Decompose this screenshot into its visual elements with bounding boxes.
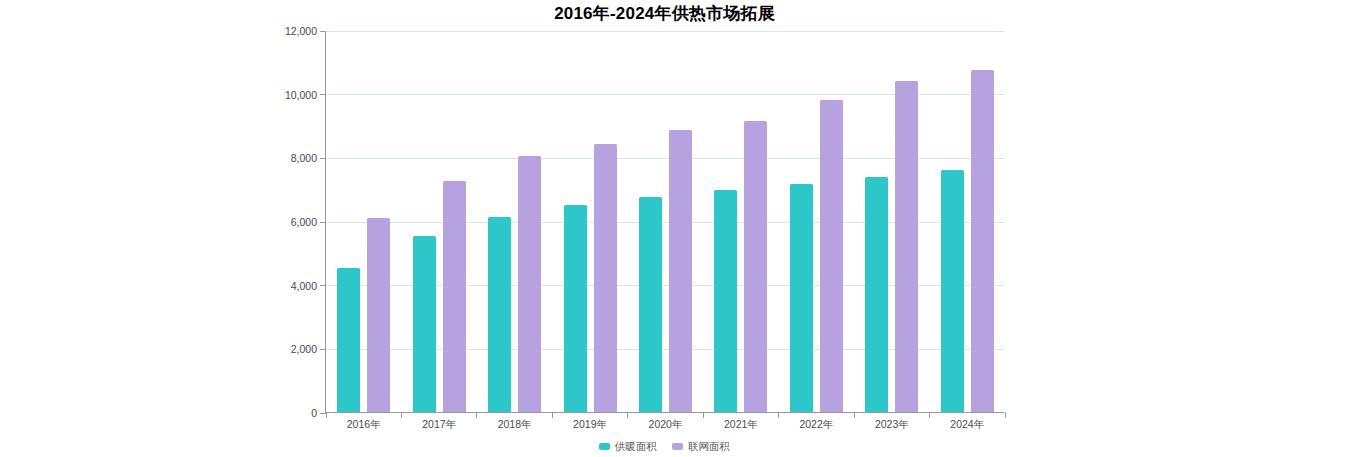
gridline (326, 31, 1004, 32)
bar-s0-2019年[interactable] (564, 205, 587, 412)
bar-s0-2021年[interactable] (714, 190, 737, 412)
y-axis-tick (320, 158, 326, 159)
x-axis-label: 2023年 (855, 418, 929, 430)
bar-s0-2024年[interactable] (941, 170, 964, 412)
y-axis-tick (320, 31, 326, 32)
y-axis-label: 6,000 (255, 216, 317, 228)
bar-s1-2023年[interactable] (895, 81, 918, 412)
y-axis-label: 2,000 (255, 343, 317, 355)
x-axis-label: 2019年 (553, 418, 627, 430)
bar-s1-2022年[interactable] (820, 100, 843, 412)
legend-swatch-icon (672, 443, 683, 450)
y-axis-label: 0 (255, 407, 317, 419)
x-axis-tick (1005, 412, 1006, 418)
bar-s1-2018年[interactable] (518, 156, 541, 412)
legend-item-label: 供暖面积 (615, 441, 657, 452)
bar-s1-2016年[interactable] (367, 218, 390, 412)
legend-item-s1[interactable]: 联网面积 (672, 441, 730, 452)
bar-s0-2023年[interactable] (865, 177, 888, 412)
x-axis-label: 2016年 (327, 418, 401, 430)
bar-s1-2024年[interactable] (971, 70, 994, 412)
x-axis-label: 2021年 (704, 418, 778, 430)
bar-s1-2017年[interactable] (443, 181, 466, 412)
bar-s0-2016年[interactable] (337, 268, 360, 412)
y-axis-tick (320, 285, 326, 286)
bar-chart: 2016年-2024年供热市场拓展 02,0004,0006,0008,0001… (0, 0, 1349, 457)
legend-swatch-icon (599, 443, 610, 450)
bar-s0-2020年[interactable] (639, 197, 662, 412)
x-axis-label: 2020年 (629, 418, 703, 430)
y-axis-tick (320, 94, 326, 95)
legend-item-s0[interactable]: 供暖面积 (599, 441, 657, 452)
y-axis-tick (320, 349, 326, 350)
bar-s1-2020年[interactable] (669, 130, 692, 412)
x-axis-label: 2024年 (930, 418, 1004, 430)
x-axis-label: 2018年 (478, 418, 552, 430)
bar-s0-2018年[interactable] (488, 217, 511, 412)
chart-title: 2016年-2024年供热市场拓展 (0, 2, 1329, 25)
x-axis-label: 2022年 (779, 418, 853, 430)
bar-s1-2019年[interactable] (594, 144, 617, 412)
bar-s1-2021年[interactable] (744, 121, 767, 412)
legend-item-label: 联网面积 (688, 441, 730, 452)
y-axis-tick (320, 222, 326, 223)
y-axis-label: 8,000 (255, 152, 317, 164)
bar-s0-2022年[interactable] (790, 184, 813, 412)
plot-area: 02,0004,0006,0008,00010,00012,0002016年20… (325, 31, 1004, 413)
y-axis-label: 4,000 (255, 280, 317, 292)
bar-s0-2017年[interactable] (413, 236, 436, 412)
legend: 供暖面积 联网面积 (0, 441, 1329, 452)
x-axis-label: 2017年 (402, 418, 476, 430)
y-axis-label: 12,000 (255, 25, 317, 37)
y-axis-label: 10,000 (255, 89, 317, 101)
